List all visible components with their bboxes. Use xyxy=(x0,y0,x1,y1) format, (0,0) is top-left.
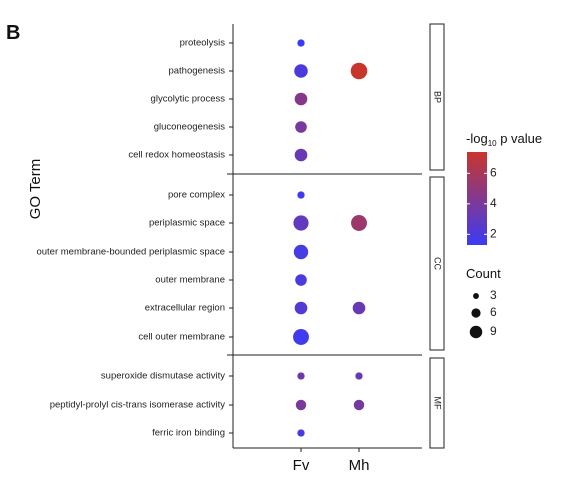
y-tick-label: extracellular region xyxy=(145,303,225,314)
data-point xyxy=(293,329,309,345)
data-point xyxy=(297,429,305,437)
data-point xyxy=(295,121,307,133)
x-tick-label: Mh xyxy=(349,457,370,474)
data-point xyxy=(294,148,308,162)
size-legend-title: Count xyxy=(466,266,501,281)
y-tick-label: proteolysis xyxy=(180,38,226,49)
y-tick-label: peptidyl-prolyl cis-trans isomerase acti… xyxy=(50,400,226,411)
color-bar-label: 2 xyxy=(490,226,497,240)
data-point xyxy=(297,191,305,199)
data-point xyxy=(353,399,365,411)
y-tick-label: periplasmic space xyxy=(149,218,225,229)
size-legend-dot xyxy=(469,325,483,339)
y-tick-label: cell redox homeostasis xyxy=(128,150,225,161)
data-point xyxy=(293,215,309,231)
y-tick-label: ferric iron binding xyxy=(152,428,225,439)
facet-label: BP xyxy=(433,91,443,103)
data-point xyxy=(297,372,305,380)
data-point xyxy=(295,399,307,411)
y-axis-title: GO Term xyxy=(27,159,44,220)
data-point xyxy=(355,372,363,380)
color-bar-label: 4 xyxy=(490,196,497,210)
y-tick-label: outer membrane-bounded periplasmic space xyxy=(36,247,225,258)
facet-label: MF xyxy=(433,397,443,410)
data-point xyxy=(294,64,308,78)
size-legend-label: 6 xyxy=(490,305,497,319)
size-legend-dot xyxy=(473,293,479,299)
y-tick-label: outer membrane xyxy=(155,275,225,286)
data-point xyxy=(351,215,367,231)
facet-strip-mf xyxy=(429,357,445,449)
panel-label: B xyxy=(6,22,21,44)
data-point xyxy=(352,301,366,315)
y-tick-label: glycolytic process xyxy=(151,94,226,105)
size-legend-label: 3 xyxy=(490,288,497,302)
y-tick-label: pore complex xyxy=(168,190,225,201)
color-bar-label: 6 xyxy=(490,166,497,180)
x-tick-label: Fv xyxy=(293,457,310,474)
data-point xyxy=(350,62,368,80)
color-legend-title: -log10 p value xyxy=(466,131,542,148)
y-tick-label: cell outer membrane xyxy=(138,332,225,343)
facet-label: CC xyxy=(433,257,443,270)
size-legend-dot xyxy=(471,308,481,318)
size-legend-label: 9 xyxy=(490,324,497,338)
facet-strip-bp xyxy=(429,23,445,171)
color-bar xyxy=(467,152,487,245)
data-point xyxy=(293,244,309,260)
y-tick-label: superoxide dismutase activity xyxy=(101,371,225,382)
data-point xyxy=(294,301,308,315)
data-point xyxy=(295,274,307,286)
data-point xyxy=(294,92,308,106)
y-tick-label: gluconeogenesis xyxy=(154,122,226,133)
data-point xyxy=(297,39,305,47)
y-tick-label: pathogenesis xyxy=(168,66,225,77)
facet-strip-cc xyxy=(429,176,445,351)
